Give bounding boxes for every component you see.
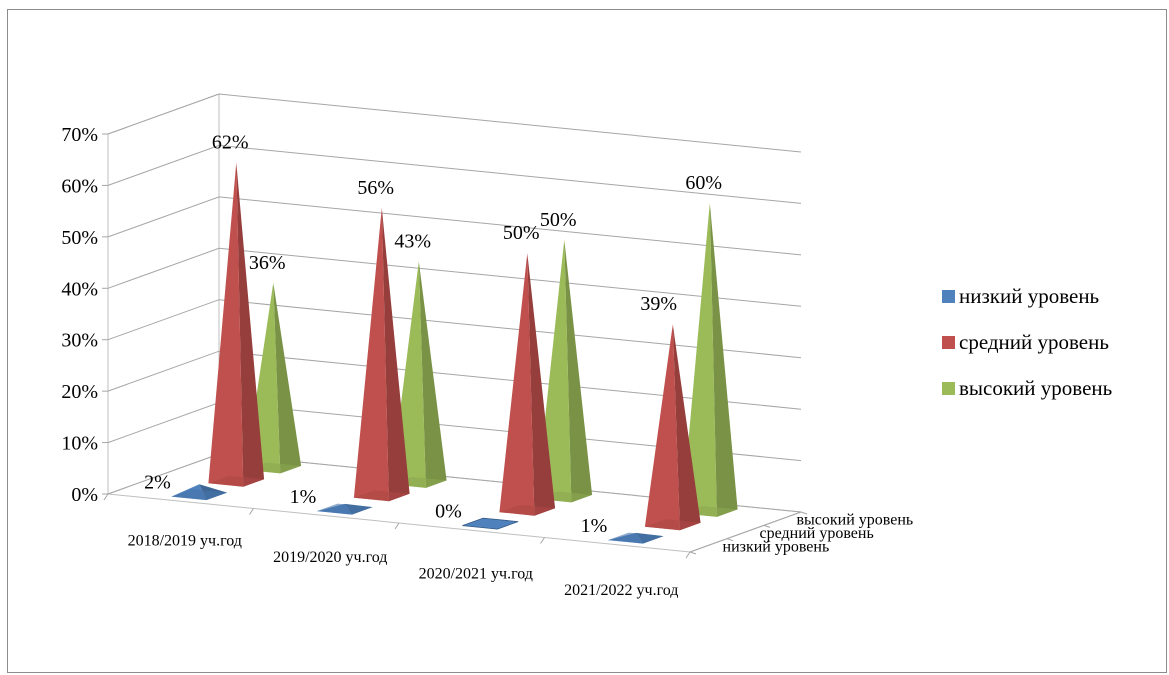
legend-swatch <box>942 290 955 303</box>
y-tick-label: 0% <box>71 484 98 506</box>
legend-swatch <box>942 382 955 395</box>
y-tick-label: 10% <box>61 433 98 455</box>
data-label: 50% <box>503 222 540 244</box>
pyramid-right-face <box>236 162 265 487</box>
depth-label: низкий уровень <box>723 538 830 555</box>
category-label: 2021/2022 уч.год <box>564 582 678 599</box>
data-label: 1% <box>290 486 317 508</box>
data-label: 60% <box>685 172 722 194</box>
gridline <box>107 144 802 204</box>
category-axis: 2018/2019 уч.год 2019/2020 уч.год 2020/202… <box>128 532 679 599</box>
pyramid-right-face <box>527 253 556 516</box>
legend: низкий уровень средний уровень высокий уро… <box>942 284 1112 400</box>
pyramid-right-face <box>672 324 701 531</box>
pyramid-base <box>644 519 701 531</box>
data-label: 39% <box>640 293 677 315</box>
x-tick-mark <box>249 508 254 515</box>
pyramid-base <box>171 489 228 501</box>
y-tick-label: 50% <box>61 227 98 249</box>
chart-frame <box>7 9 1167 673</box>
data-label: 62% <box>212 131 249 153</box>
x-tick-mark <box>540 537 545 544</box>
pyramid-base <box>208 475 265 487</box>
pyramid-base <box>462 517 519 530</box>
depth-label: средний уровень <box>760 525 874 542</box>
x-tick-mark <box>685 551 691 559</box>
pyramid-right-face <box>709 202 738 517</box>
category-label: 2019/2020 уч.год <box>273 549 387 566</box>
pyramid-low <box>462 517 519 530</box>
depth-tick-mark <box>763 524 771 528</box>
pyramid-base <box>607 532 664 544</box>
pyramid-low <box>316 503 373 515</box>
depth-tick-mark <box>800 511 808 515</box>
pyramid-front-face <box>644 324 680 531</box>
depth-tick-mark <box>689 551 697 555</box>
pyramid-mid <box>499 253 556 516</box>
pyramid-low <box>171 484 228 501</box>
legend-label: высокий уровень <box>959 376 1112 400</box>
pyramid-low <box>607 532 664 544</box>
pyramid-right-face <box>381 207 410 502</box>
y-tick-label: 40% <box>61 278 98 300</box>
y-axis-ticks: 0% 10% 20% 30% 40% 50% 60% 70% <box>61 124 98 506</box>
pyramid-mid <box>644 324 701 531</box>
data-label: 43% <box>394 230 431 252</box>
gridline <box>107 93 802 153</box>
category-label: 2020/2021 уч.год <box>419 565 533 582</box>
pyramid-base <box>316 503 373 515</box>
legend-label: низкий уровень <box>959 284 1099 308</box>
pyramid-front-face <box>499 253 535 516</box>
y-tick-label: 30% <box>61 330 98 352</box>
data-label: 50% <box>540 209 577 231</box>
pyramid-right-face <box>564 239 593 503</box>
gridline <box>107 350 802 410</box>
gridline <box>107 299 802 359</box>
gridline <box>107 247 802 307</box>
pyramid-front-face <box>353 207 389 502</box>
data-label: 56% <box>357 177 394 199</box>
y-tick-label: 70% <box>61 124 98 146</box>
data-label: 2% <box>144 472 171 494</box>
gridlines <box>102 93 808 559</box>
pyramid-base <box>353 490 410 502</box>
depth-tick-mark <box>726 538 734 542</box>
pyramid-front-face <box>208 162 244 487</box>
depth-label: высокий уровень <box>797 512 914 529</box>
data-labels: 36% 43% 50% 60% 62% 56% 50% 39% 2% 1% 0% 1% <box>144 131 722 537</box>
y-tick-label: 60% <box>61 175 98 197</box>
legend-swatch <box>942 336 955 349</box>
data-label: 36% <box>249 252 286 274</box>
gridline <box>107 196 802 256</box>
data-label: 1% <box>581 515 608 537</box>
pyramid-front-face <box>681 202 717 517</box>
chart-marks <box>171 162 738 544</box>
pyramid-base <box>499 504 556 516</box>
legend-label: средний уровень <box>959 330 1109 354</box>
y-tick-label: 20% <box>61 381 98 403</box>
x-tick-mark <box>103 493 109 501</box>
pyramid-mid <box>208 162 265 487</box>
category-label: 2018/2019 уч.год <box>128 532 242 549</box>
pyramid-right-face <box>273 282 302 474</box>
pyramid-mid <box>353 207 410 502</box>
depth-axis-line <box>689 511 802 553</box>
x-tick-mark <box>394 522 400 530</box>
pyramid-right-face <box>418 261 447 488</box>
data-label: 0% <box>435 501 462 523</box>
